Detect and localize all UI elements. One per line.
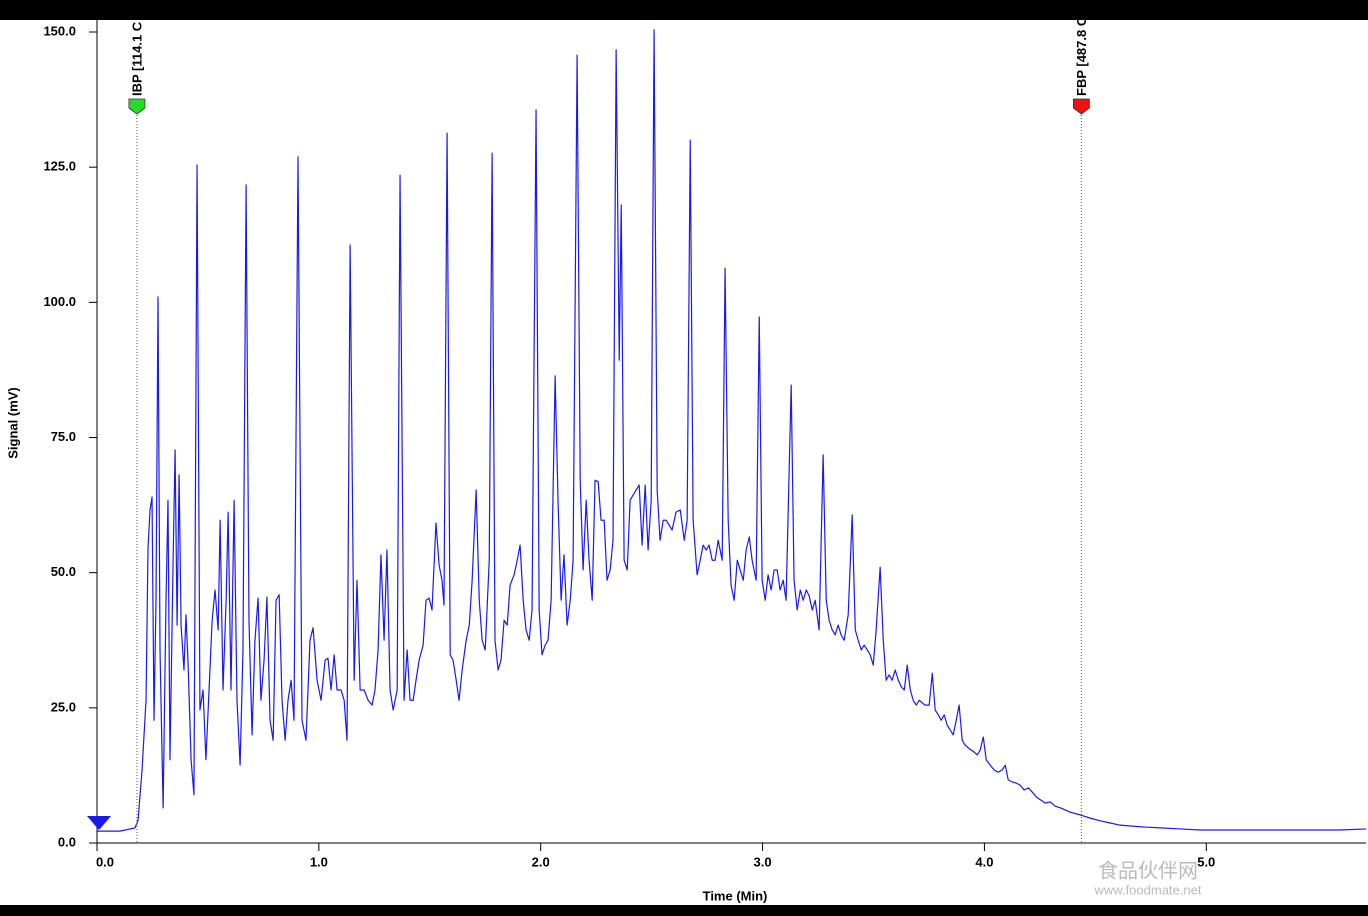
y-tick-label: 100.0 [43, 294, 76, 309]
marker-flag [128, 98, 146, 115]
plot-area: 0.0 25.0 50.0 75.0 100.0 125.0 150.0 0.0 1.0 2.0 3… [43, 23, 1367, 869]
marker-flag [1072, 98, 1090, 115]
x-tick-label: 4.0 [975, 854, 993, 869]
overlay: IBP [114.1 C FBP [487.8 C [128, 16, 1090, 843]
origin-marker [87, 816, 111, 830]
y-tick-label: 75.0 [51, 429, 76, 444]
x-tick-label: 0.0 [96, 854, 114, 869]
y-tick-label: 150.0 [43, 23, 76, 38]
y-tick-label: 125.0 [43, 159, 76, 174]
top-bar [0, 0, 1368, 20]
y-tick-label: 50.0 [51, 564, 76, 579]
marker-label: IBP [114.1 C [129, 21, 144, 96]
y-axis-label: Signal (mV) [5, 387, 20, 459]
x-tick-label: 5.0 [1197, 854, 1215, 869]
signal-line [97, 29, 1367, 832]
x-tick-label: 1.0 [310, 854, 328, 869]
bottom-bar [0, 905, 1368, 916]
y-tick-label: 25.0 [51, 699, 76, 714]
x-tick-label: 2.0 [532, 854, 550, 869]
y-tick-label: 0.0 [58, 834, 76, 849]
watermark-cn: 食品伙伴网 [1098, 859, 1198, 882]
x-tick-label: 3.0 [754, 854, 772, 869]
x-axis-label: Time (Min) [703, 888, 768, 903]
marker-label: FBP [487.8 C [1074, 16, 1089, 96]
watermark-url: www.foodmate.net [1094, 882, 1202, 897]
